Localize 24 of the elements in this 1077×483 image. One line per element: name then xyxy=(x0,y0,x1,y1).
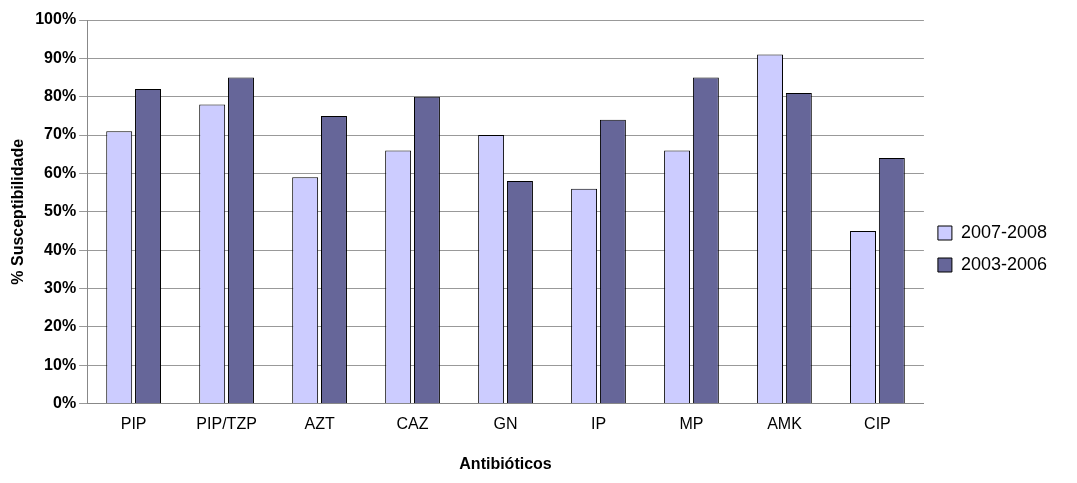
y-tick-label: 60% xyxy=(44,163,77,181)
x-tick-label: AZT xyxy=(304,414,335,432)
y-tick-label: 30% xyxy=(44,278,77,296)
y-axis-title: % Susceptibilidade xyxy=(9,138,27,285)
x-tick-label: GN xyxy=(493,414,518,432)
x-tick-label: PIP/TZP xyxy=(196,414,257,432)
y-tick-label: 80% xyxy=(44,87,77,105)
x-axis-title: Antibióticos xyxy=(459,454,552,472)
legend-label: 2003-2006 xyxy=(960,253,1048,274)
x-tick-label: IP xyxy=(590,414,607,432)
x-tick-label: CAZ xyxy=(396,414,429,432)
y-tick-label: 40% xyxy=(44,240,77,258)
y-tick-label: 70% xyxy=(44,125,77,143)
legend-label: 2007-2008 xyxy=(960,221,1048,242)
y-tick-label: 100% xyxy=(35,10,77,28)
x-tick-label: MP xyxy=(679,414,704,432)
y-tick-label: 90% xyxy=(44,48,77,66)
x-tick-label: PIP xyxy=(120,414,147,432)
x-tick-label: AMK xyxy=(767,414,803,432)
y-tick-label: 50% xyxy=(44,202,77,220)
y-tick-label: 20% xyxy=(44,317,77,335)
x-tick-label: CIP xyxy=(864,414,891,432)
y-tick-label: 10% xyxy=(44,355,77,373)
y-tick-label: 0% xyxy=(53,394,77,412)
